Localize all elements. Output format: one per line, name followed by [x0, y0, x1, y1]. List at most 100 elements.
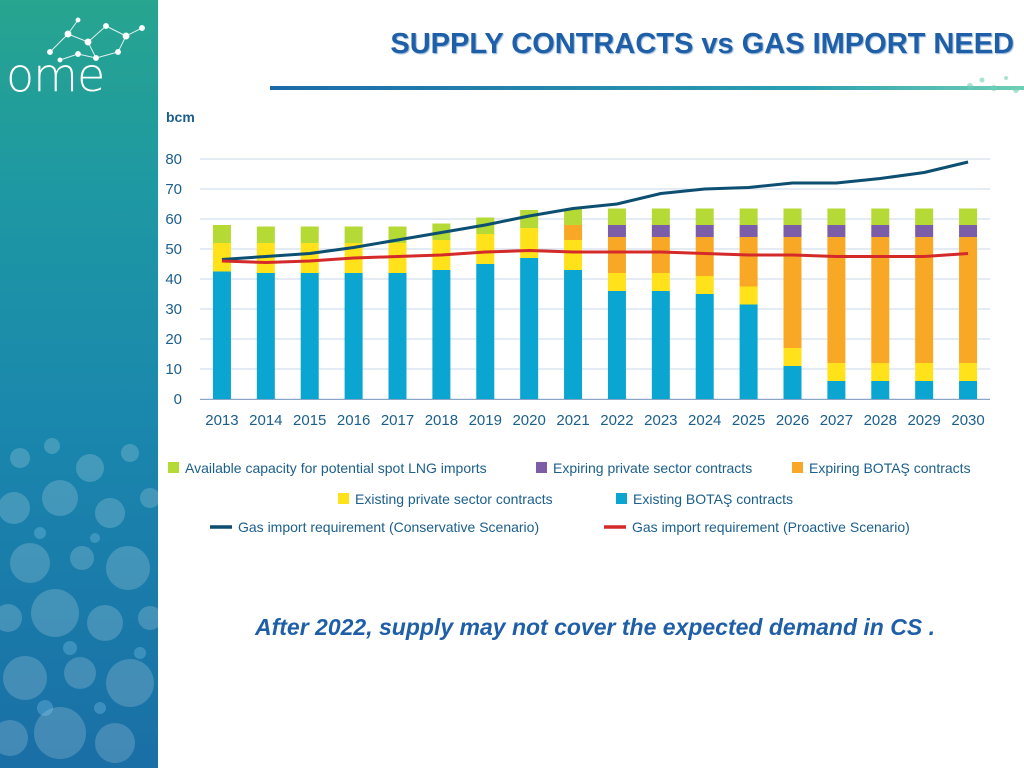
y-tick-label: 10	[165, 361, 182, 378]
bar-segment	[300, 226, 319, 243]
bar-segment	[344, 226, 363, 243]
sidebar-decoration: ome	[0, 0, 158, 768]
x-tick-label: 2013	[205, 412, 238, 429]
bar-segment	[783, 208, 802, 225]
x-tick-label: 2028	[864, 412, 897, 429]
bar-segment	[915, 237, 934, 363]
chart-container: bcm 0 10 20 30 40 50 60 70 80 2013 2014 2015 2016 2017…	[158, 100, 1024, 560]
x-tick-label: 2018	[425, 412, 458, 429]
bar-segment	[871, 363, 890, 381]
bar-segment	[915, 363, 934, 381]
bar-segment	[212, 271, 231, 399]
bar-segment	[959, 381, 978, 399]
bar-segment	[783, 225, 802, 237]
bar-segment	[695, 294, 714, 399]
bar-segment	[256, 226, 275, 243]
bar-segment	[520, 228, 539, 258]
bar-segment	[871, 225, 890, 237]
bar-segment	[871, 237, 890, 363]
bar-segment	[695, 225, 714, 237]
y-tick-label: 0	[174, 391, 182, 408]
bar-segment	[607, 291, 626, 399]
title-rule-dots	[967, 76, 1019, 93]
x-tick-label: 2021	[556, 412, 589, 429]
legend-label: Existing BOTAŞ contracts	[633, 491, 793, 507]
legend-label: Existing private sector contracts	[355, 491, 553, 507]
decorative-dots	[0, 438, 158, 763]
x-tick-label: 2030	[951, 412, 984, 429]
y-tick-label: 40	[165, 271, 182, 288]
title-underline	[270, 86, 1024, 90]
x-tick-label: 2017	[381, 412, 414, 429]
bar-segment	[651, 273, 670, 291]
bar-segment	[739, 225, 758, 237]
bar-segment	[915, 381, 934, 399]
legend-label: Expiring BOTAŞ contracts	[809, 460, 971, 476]
x-tick-label: 2019	[469, 412, 502, 429]
bar-segment	[871, 208, 890, 225]
y-tick-label: 60	[165, 211, 182, 228]
bar-segment	[520, 210, 539, 228]
x-tick-label: 2026	[776, 412, 809, 429]
bar-segment	[739, 304, 758, 399]
y-axis-label: bcm	[166, 109, 195, 125]
bar-segment	[783, 366, 802, 399]
x-tick-label: 2014	[249, 412, 282, 429]
y-tick-label: 70	[165, 181, 182, 198]
bar-segment	[300, 273, 319, 399]
slide-title: SUPPLY CONTRACTS vs GAS IMPORT NEED	[390, 28, 1014, 60]
y-tick-label: 80	[165, 151, 182, 168]
x-tick-label: 2016	[337, 412, 370, 429]
bar-segment	[344, 273, 363, 399]
x-tick-label: 2025	[732, 412, 765, 429]
bar-segment	[476, 234, 495, 264]
bar-segment	[520, 258, 539, 399]
bar-segment	[959, 208, 978, 225]
x-tick-label: 2022	[600, 412, 633, 429]
bar-segment	[783, 237, 802, 348]
bar-segment	[651, 291, 670, 399]
bar-segment	[959, 237, 978, 363]
bar-segment	[915, 208, 934, 225]
bar-segment	[476, 264, 495, 399]
x-tick-label: 2020	[512, 412, 545, 429]
y-tick-label: 50	[165, 241, 182, 258]
slide-caption: After 2022, supply may not cover the exp…	[255, 614, 935, 640]
bar-segment	[959, 363, 978, 381]
bar-segment	[695, 276, 714, 294]
bar-segment	[256, 273, 275, 399]
bar-segment	[739, 237, 758, 287]
legend-label: Gas import requirement (Proactive Scenar…	[632, 519, 910, 535]
bar-segment	[564, 270, 583, 399]
bar-segment	[564, 225, 583, 240]
x-tick-label: 2029	[907, 412, 940, 429]
x-tick-label: 2027	[820, 412, 853, 429]
bar-segment	[607, 225, 626, 237]
bar-segment	[607, 208, 626, 225]
y-tick-label: 20	[165, 331, 182, 348]
bar-segment	[651, 208, 670, 225]
legend-swatch	[168, 462, 179, 473]
logo-network-icon	[47, 17, 145, 63]
legend-swatch	[338, 493, 349, 504]
y-tick-label: 30	[165, 301, 182, 318]
bar-segment	[871, 381, 890, 399]
bar-segment	[739, 286, 758, 305]
bar-segment	[783, 348, 802, 366]
bar-segment	[212, 225, 231, 243]
legend-swatch	[616, 493, 627, 504]
bar-segment	[739, 208, 758, 225]
bar-segment	[827, 208, 846, 225]
bar-segment	[827, 237, 846, 363]
bar-segment	[695, 237, 714, 276]
logo-text: ome	[6, 48, 105, 102]
x-tick-label: 2015	[293, 412, 326, 429]
series-line	[221, 249, 969, 264]
bar-segment	[607, 237, 626, 273]
bar-segment	[432, 270, 451, 399]
x-tick-label: 2023	[644, 412, 677, 429]
bar-segment	[827, 381, 846, 399]
bar-segment	[695, 208, 714, 225]
bar-segment	[564, 208, 583, 225]
